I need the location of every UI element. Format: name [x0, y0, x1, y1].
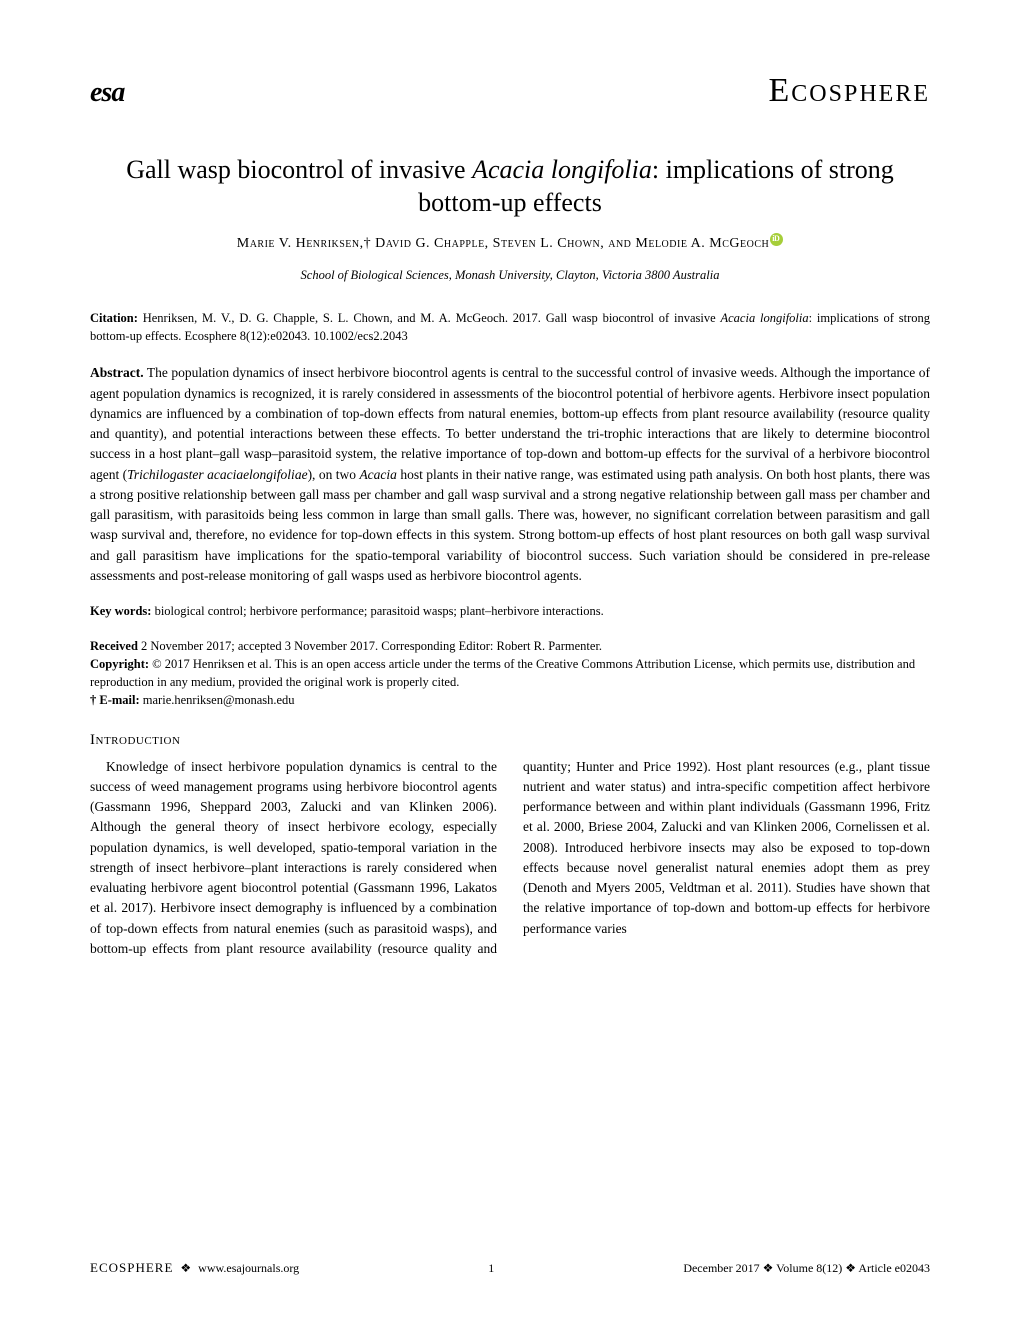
author-line: Marie V. Henriksen,† David G. Chapple, S… [90, 233, 930, 252]
email-text: marie.henriksen@monash.edu [140, 693, 295, 707]
footer-page-number: 1 [488, 1261, 494, 1276]
abstract-post: host plants in their native range, was e… [90, 467, 930, 583]
affiliation: School of Biological Sciences, Monash Un… [90, 268, 930, 283]
meta-block: Received 2 November 2017; accepted 3 Nov… [90, 637, 930, 710]
footer-left: ECOSPHERE ❖ www.esajournals.org [90, 1260, 299, 1276]
introduction-heading: Introduction [90, 732, 930, 749]
footer-brand: ECOSPHERE [90, 1260, 173, 1275]
author-names: Marie V. Henriksen,† David G. Chapple, S… [237, 236, 769, 251]
page-footer: ECOSPHERE ❖ www.esajournals.org 1 Decemb… [90, 1260, 930, 1276]
citation-species: Acacia longifolia [720, 311, 808, 325]
introduction-paragraph: Knowledge of insect herbivore population… [90, 757, 930, 960]
received-label: Received [90, 639, 138, 653]
journal-name: Ecosphere [769, 72, 930, 110]
abstract-mid: ), on two [308, 467, 360, 482]
keywords-text: biological control; herbivore performanc… [151, 604, 603, 618]
abstract-label: Abstract. [90, 365, 144, 380]
introduction-body: Knowledge of insect herbivore population… [90, 757, 930, 960]
citation-block: Citation: Henriksen, M. V., D. G. Chappl… [90, 309, 930, 345]
diamond-icon: ❖ [180, 1261, 191, 1275]
abstract-pre: The population dynamics of insect herbiv… [90, 365, 930, 481]
page-header: esa Ecosphere [90, 72, 930, 110]
footer-right: December 2017 ❖ Volume 8(12) ❖ Article e… [683, 1261, 930, 1276]
email-label: † E-mail: [90, 693, 140, 707]
article-title: Gall wasp biocontrol of invasive Acacia … [90, 154, 930, 219]
orcid-icon [770, 233, 783, 246]
received-text: 2 November 2017; accepted 3 November 201… [138, 639, 602, 653]
copyright-line: Copyright: © 2017 Henriksen et al. This … [90, 655, 930, 691]
esa-logo: esa [90, 77, 124, 109]
title-pre: Gall wasp biocontrol of invasive [126, 155, 472, 184]
keywords-label: Key words: [90, 604, 151, 618]
abstract-species-2: Acacia [359, 467, 396, 482]
citation-text-pre: Henriksen, M. V., D. G. Chapple, S. L. C… [138, 311, 721, 325]
copyright-label: Copyright: [90, 657, 149, 671]
title-species: Acacia longifolia [472, 155, 652, 184]
abstract-block: Abstract. The population dynamics of ins… [90, 363, 930, 586]
copyright-text: © 2017 Henriksen et al. This is an open … [90, 657, 915, 689]
keywords-block: Key words: biological control; herbivore… [90, 604, 930, 619]
abstract-species-1: Trichilogaster acaciaelongifoliae [127, 467, 307, 482]
received-line: Received 2 November 2017; accepted 3 Nov… [90, 637, 930, 655]
email-line: † E-mail: marie.henriksen@monash.edu [90, 691, 930, 709]
footer-url: www.esajournals.org [198, 1261, 299, 1275]
citation-label: Citation: [90, 311, 138, 325]
